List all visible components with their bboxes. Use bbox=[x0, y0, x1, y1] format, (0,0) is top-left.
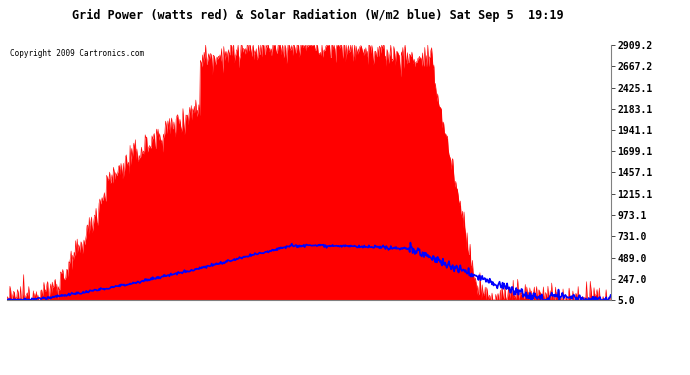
Text: Grid Power (watts red) & Solar Radiation (W/m2 blue) Sat Sep 5  19:19: Grid Power (watts red) & Solar Radiation… bbox=[72, 9, 563, 22]
Text: Copyright 2009 Cartronics.com: Copyright 2009 Cartronics.com bbox=[10, 49, 144, 58]
